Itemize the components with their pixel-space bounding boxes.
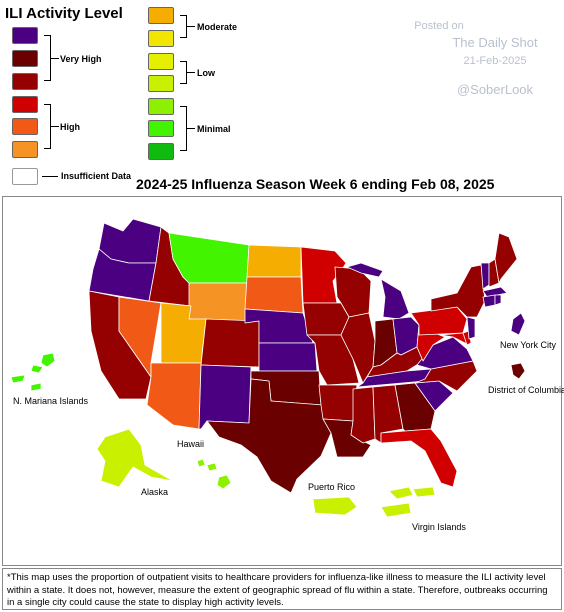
legend-tick-high — [51, 126, 59, 127]
legend-swatch-level-12 — [12, 50, 38, 67]
state-iowa — [302, 302, 350, 336]
state-florida — [380, 428, 458, 488]
state-arkansas — [318, 384, 358, 422]
legend-bracket-minimal — [180, 106, 187, 151]
legend-swatch-level-1 — [148, 143, 174, 160]
label-new-york-city: New York City — [500, 340, 557, 350]
state-texas — [206, 378, 332, 494]
state-hawaii-1 — [196, 458, 206, 468]
legend-swatch-level-3 — [148, 98, 174, 115]
legend-swatch-insufficient — [12, 168, 38, 185]
legend-label-high: High — [60, 122, 80, 132]
state-maine — [494, 232, 518, 284]
state-arizona — [146, 362, 202, 430]
virgin-island-2 — [412, 486, 436, 498]
us-map — [10, 218, 526, 518]
legend-swatch-level-9 — [12, 118, 38, 135]
legend-swatch-level-13 — [12, 27, 38, 44]
map-frame: New York City District of Columbia N. Ma… — [2, 196, 564, 566]
legend-bracket-low — [180, 61, 187, 84]
legend-label-low: Low — [197, 68, 215, 78]
legend-bracket-high — [44, 104, 51, 149]
legend-tick-moderate — [187, 26, 195, 27]
legend-label-minimal: Minimal — [197, 124, 231, 134]
legend-swatch-level-7 — [148, 7, 174, 24]
nyc-marker — [510, 312, 526, 336]
dc-marker — [510, 362, 526, 380]
legend-bracket-very-high — [44, 35, 51, 81]
legend-tick-very-high — [51, 58, 59, 59]
virgin-island-3 — [380, 502, 412, 518]
state-north-dakota — [246, 244, 302, 278]
state-maryland — [440, 332, 470, 346]
legend-swatch-level-10 — [12, 96, 38, 113]
legend-swatch-level-8 — [12, 141, 38, 158]
mariana-4 — [30, 382, 42, 392]
state-pennsylvania — [410, 306, 468, 336]
state-kansas — [258, 342, 318, 372]
watermark-date: 21-Feb-2025 — [463, 55, 527, 67]
watermark-posted: Posted on — [414, 20, 464, 32]
legend-swatch-level-4 — [148, 75, 174, 92]
legend-swatch-level-11 — [12, 73, 38, 90]
legend-label-insufficient: Insufficient Data — [61, 171, 132, 181]
state-connecticut — [482, 294, 496, 308]
state-michigan — [380, 278, 410, 320]
legend-swatch-level-5 — [148, 53, 174, 70]
virgin-island-1 — [388, 486, 414, 500]
legend-tick-insufficient — [42, 176, 58, 177]
legend-swatch-level-2 — [148, 120, 174, 137]
footnote: *This map uses the proportion of outpati… — [2, 568, 562, 610]
state-rhode-island — [494, 294, 502, 306]
mariana-1 — [40, 352, 56, 368]
state-hawaii-2 — [206, 462, 218, 472]
legend-bracket-moderate — [180, 15, 187, 38]
state-hawaii-3 — [216, 474, 232, 490]
map-title: 2024-25 Influenza Season Week 6 ending F… — [136, 176, 495, 192]
legend-title: ILI Activity Level — [5, 5, 123, 22]
state-new-jersey — [466, 316, 476, 340]
watermark-handle: @SoberLook — [456, 82, 534, 97]
legend-tick-low — [187, 72, 195, 73]
legend-label-very-high: Very High — [60, 54, 102, 64]
label-virgin-islands: Virgin Islands — [412, 522, 466, 532]
legend-tick-minimal — [187, 128, 195, 129]
state-alaska — [96, 428, 174, 488]
state-colorado — [200, 318, 260, 368]
label-alaska: Alaska — [141, 487, 169, 497]
state-massachusetts — [482, 286, 508, 298]
mariana-2 — [30, 364, 44, 374]
state-wyoming — [188, 282, 248, 324]
state-michigan-up — [346, 262, 384, 278]
state-mississippi — [350, 386, 376, 444]
label-puerto-rico: Puerto Rico — [308, 482, 356, 492]
legend-swatch-level-6 — [148, 30, 174, 47]
label-mariana: N. Mariana Islands — [13, 396, 89, 406]
state-new-mexico — [198, 364, 252, 430]
label-hawaii: Hawaii — [177, 439, 205, 449]
watermark-source: The Daily Shot — [452, 35, 538, 50]
mariana-3 — [10, 374, 26, 384]
state-south-dakota — [244, 276, 304, 314]
label-district-of-columbia: District of Columbia — [488, 385, 564, 395]
puerto-rico — [312, 496, 358, 516]
state-new-york — [430, 264, 486, 318]
legend-label-moderate: Moderate — [197, 22, 238, 32]
